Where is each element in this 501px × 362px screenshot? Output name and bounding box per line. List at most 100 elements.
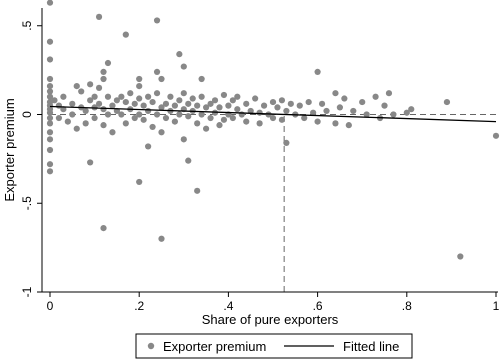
legend: Exporter premium Fitted line xyxy=(135,333,413,359)
data-point-155 xyxy=(363,111,370,118)
data-point-86 xyxy=(171,102,178,109)
data-point-56 xyxy=(122,120,129,127)
data-point-54 xyxy=(118,111,125,118)
data-point-60 xyxy=(131,100,138,107)
data-point-71 xyxy=(149,123,156,131)
data-point-31 xyxy=(82,120,89,127)
data-point-118 xyxy=(229,97,236,104)
data-point-6 xyxy=(46,93,54,100)
data-point-109 xyxy=(207,114,214,122)
data-point-158 xyxy=(381,102,388,109)
y-axis-label: Exporter premium xyxy=(2,98,17,201)
data-point-68 xyxy=(140,116,147,123)
data-point-77 xyxy=(153,17,161,24)
data-point-52 xyxy=(104,59,112,67)
data-point-36 xyxy=(91,93,98,100)
data-point-103 xyxy=(198,111,205,118)
data-point-131 xyxy=(269,98,277,106)
data-point-83 xyxy=(162,114,170,122)
data-point-140 xyxy=(296,102,303,109)
data-point-132 xyxy=(269,114,277,122)
data-point-98 xyxy=(189,95,196,102)
data-point-84 xyxy=(167,93,174,100)
data-point-147 xyxy=(323,107,330,115)
data-point-74 xyxy=(153,90,161,97)
data-point-79 xyxy=(158,75,165,83)
data-point-62 xyxy=(136,111,143,118)
x-tick-label-2: .4 xyxy=(223,299,233,313)
data-point-14 xyxy=(46,136,54,143)
data-point-63 xyxy=(122,31,129,38)
data-point-49 xyxy=(95,13,103,20)
data-point-2 xyxy=(46,56,54,63)
data-point-42 xyxy=(100,122,107,129)
data-point-144 xyxy=(314,68,321,75)
y-tick-label-3: .5 xyxy=(20,20,34,30)
fitted-line xyxy=(49,105,497,123)
data-point-112 xyxy=(216,122,223,129)
data-point-148 xyxy=(332,90,339,97)
legend-marker-exporter-premium xyxy=(147,342,155,350)
data-point-116 xyxy=(225,102,232,109)
data-point-59 xyxy=(131,114,138,122)
data-point-156 xyxy=(372,93,379,100)
x-axis-label: Share of pure exporters xyxy=(202,312,339,327)
data-point-129 xyxy=(260,102,268,109)
data-point-55 xyxy=(122,98,129,106)
y-tick-label-0: -1 xyxy=(20,286,34,297)
data-point-93 xyxy=(180,63,187,70)
data-point-30 xyxy=(82,107,89,115)
data-point-124 xyxy=(243,118,250,125)
data-point-141 xyxy=(301,114,308,122)
data-point-66 xyxy=(136,178,143,186)
data-point-82 xyxy=(162,100,170,107)
data-point-23 xyxy=(64,118,71,125)
data-point-87 xyxy=(171,118,178,125)
data-point-48 xyxy=(113,97,120,104)
data-point-51 xyxy=(100,68,107,75)
data-point-121 xyxy=(234,93,241,100)
data-point-133 xyxy=(274,104,281,111)
plot-area xyxy=(42,0,500,292)
data-point-46 xyxy=(109,129,116,136)
data-point-123 xyxy=(243,100,250,107)
data-point-152 xyxy=(345,122,352,129)
data-point-100 xyxy=(194,120,201,127)
data-point-44 xyxy=(104,111,112,118)
x-tick-label-3: .6 xyxy=(313,299,323,313)
data-point-16 xyxy=(46,161,54,168)
data-point-50 xyxy=(100,225,107,232)
data-point-75 xyxy=(158,104,165,111)
data-point-18 xyxy=(51,97,58,104)
legend-box xyxy=(135,333,413,359)
data-point-145 xyxy=(314,118,321,125)
data-point-106 xyxy=(194,187,201,194)
x-tick-label-4: .8 xyxy=(402,299,412,313)
data-point-39 xyxy=(95,100,103,107)
data-point-12 xyxy=(46,120,54,127)
data-point-125 xyxy=(247,107,254,115)
data-point-1 xyxy=(46,38,54,45)
data-point-115 xyxy=(220,116,228,123)
data-point-20 xyxy=(55,114,63,122)
axes: 0 .2 .4 .6 .8 1 -1 -.5 0 .5 Share of pure export… xyxy=(2,8,500,327)
data-point-127 xyxy=(256,109,263,116)
data-point-164 xyxy=(457,253,464,260)
data-point-27 xyxy=(73,125,80,132)
data-point-94 xyxy=(180,136,187,143)
legend-label-exporter-premium: Exporter premium xyxy=(163,339,266,354)
data-point-45 xyxy=(109,102,116,109)
data-point-154 xyxy=(359,98,366,106)
data-point-26 xyxy=(73,83,80,90)
data-point-33 xyxy=(87,97,94,104)
data-point-81 xyxy=(145,143,152,150)
data-point-3 xyxy=(46,75,54,83)
data-point-113 xyxy=(216,104,223,111)
data-point-72 xyxy=(149,98,156,106)
data-point-25 xyxy=(69,111,76,118)
fitted-line-group xyxy=(49,105,497,123)
data-point-160 xyxy=(390,111,397,118)
data-point-126 xyxy=(252,95,259,102)
y-tick-label-1: -.5 xyxy=(20,196,34,210)
data-point-146 xyxy=(318,100,326,107)
